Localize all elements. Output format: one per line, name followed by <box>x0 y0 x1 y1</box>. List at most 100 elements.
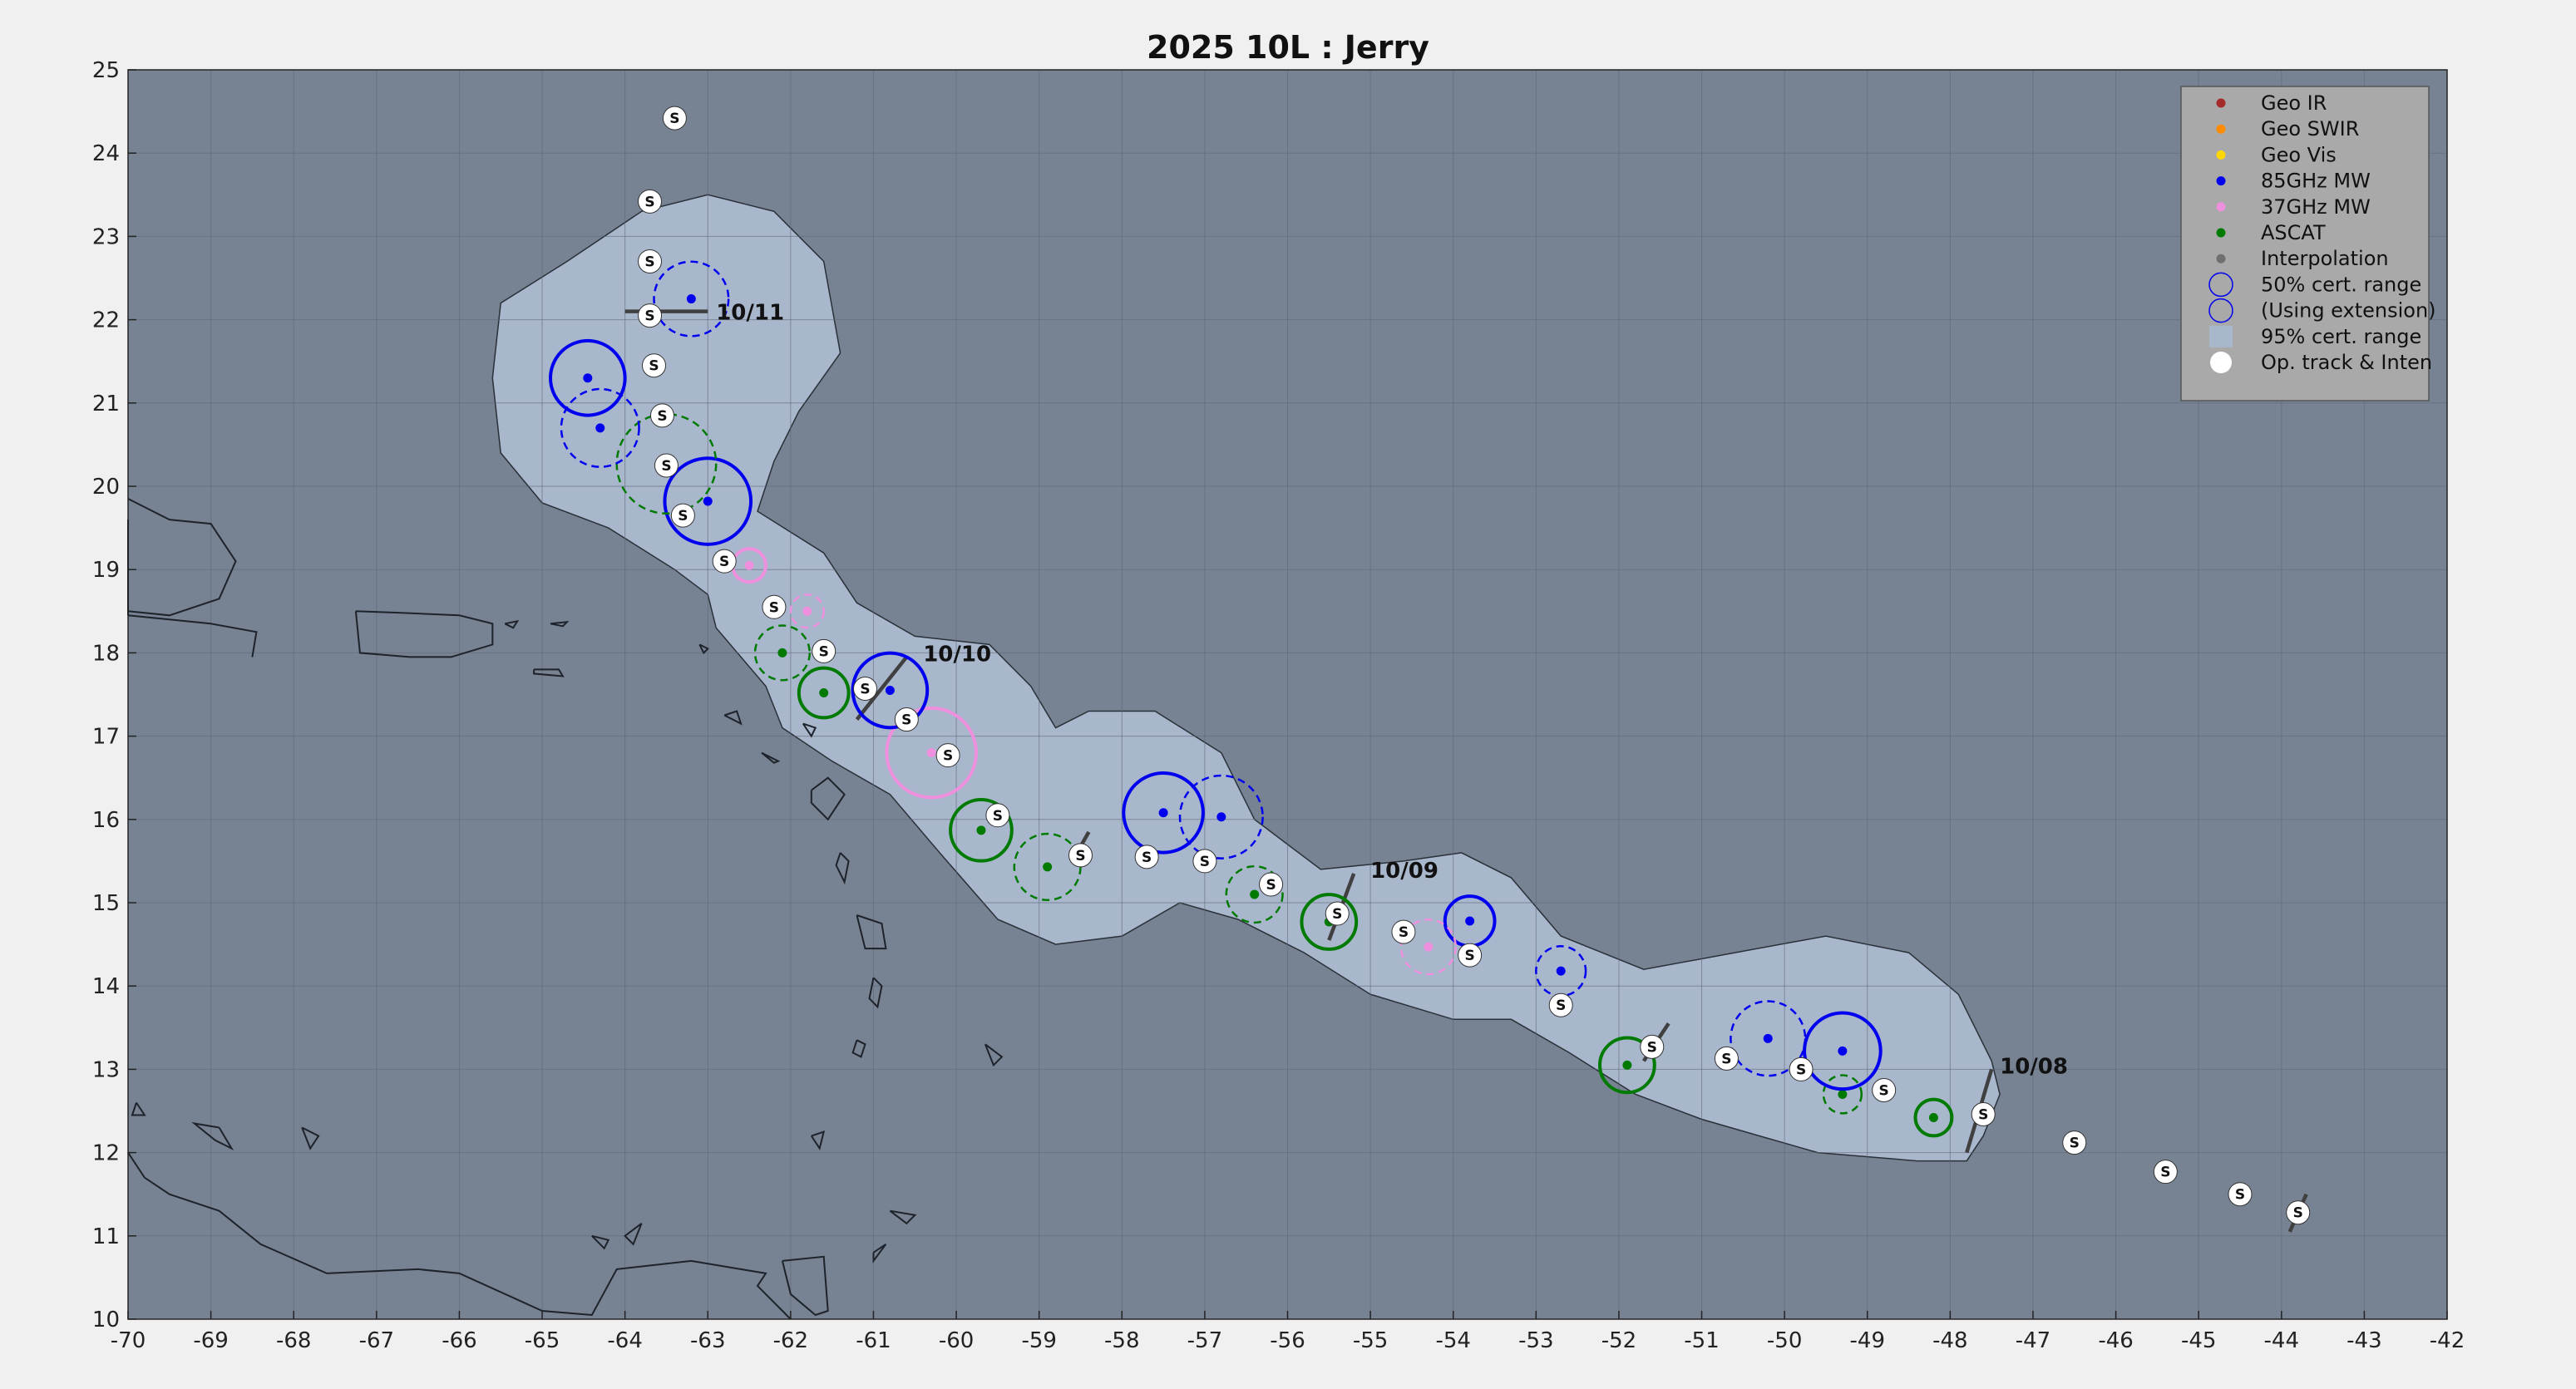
storm-symbol: S <box>2070 1135 2080 1152</box>
fix-50pct-circle <box>663 456 753 546</box>
op-track-marker: S <box>1134 845 1159 869</box>
x-tick-label: -69 <box>193 1328 228 1353</box>
y-tick-label: 14 <box>92 974 120 999</box>
op-track-marker: S <box>762 594 787 619</box>
fix-center-dot <box>583 373 593 383</box>
coastline <box>504 619 520 629</box>
x-tick-label: -50 <box>1767 1328 1802 1353</box>
op-track-marker: S <box>2153 1160 2178 1185</box>
coastline <box>624 1223 643 1246</box>
op-track-dot <box>1640 1034 1665 1059</box>
y-tick-label: 11 <box>92 1224 120 1249</box>
fix-center-dot <box>1043 862 1053 872</box>
storm-symbol: S <box>2293 1205 2303 1222</box>
chart-title: 2025 10L : Jerry <box>1147 29 1429 66</box>
storm-symbol: S <box>678 508 688 525</box>
op-track-dot <box>638 303 663 328</box>
date-label: 10/08 <box>2000 1054 2068 1079</box>
op-track-dot <box>1789 1057 1814 1081</box>
op-track-dot <box>1872 1077 1897 1102</box>
legend-symbol-circle <box>2208 272 2233 298</box>
coastline <box>802 722 817 738</box>
fix-center-dot <box>976 825 986 835</box>
fix-50pct-circle <box>885 706 978 800</box>
x-tick-label: -45 <box>2181 1328 2216 1353</box>
legend-label: Geo IR <box>2261 91 2327 115</box>
op-track-marker: S <box>1714 1046 1739 1071</box>
fix-50pct-circle-extension <box>560 387 640 468</box>
fix-50pct-circle-extension <box>753 624 812 682</box>
legend-label: 37GHz MW <box>2261 195 2371 219</box>
x-tick-label: -61 <box>856 1328 891 1353</box>
coastline <box>781 1255 829 1317</box>
storm-symbol: S <box>644 308 654 325</box>
legend-symbol-circle <box>2208 298 2233 323</box>
op-track-dot <box>853 676 878 701</box>
coastline <box>698 643 709 655</box>
op-track-marker: S <box>894 707 919 732</box>
op-track-marker: S <box>1971 1102 1996 1127</box>
storm-symbol: S <box>1465 948 1475 964</box>
y-tick-label: 18 <box>92 641 120 666</box>
fix-center-dot <box>802 606 812 616</box>
coastline <box>856 914 887 950</box>
coastlines <box>127 498 1004 1320</box>
x-tick-label: -60 <box>939 1328 974 1353</box>
storm-symbol: S <box>1142 850 1152 866</box>
legend-label: (Using extension) <box>2261 299 2436 323</box>
op-track-dot <box>935 743 960 768</box>
legend-label: Geo SWIR <box>2261 117 2359 140</box>
x-tick-label: -43 <box>2347 1328 2381 1353</box>
op-track-dot <box>1259 872 1284 897</box>
legend-symbol-dot <box>2216 254 2226 264</box>
fix-center-dot <box>926 748 936 758</box>
y-tick-label: 19 <box>92 558 120 583</box>
legend-label: 85GHz MW <box>2261 170 2371 193</box>
op-track-dot <box>712 549 737 574</box>
op-track-marker: S <box>638 189 663 214</box>
fix-center-dot <box>777 648 787 658</box>
legend-symbol-rect <box>2209 325 2233 347</box>
op-track-dot <box>2153 1160 2178 1185</box>
storm-symbol: S <box>1721 1051 1731 1067</box>
y-tick-label: 23 <box>92 224 120 249</box>
x-tick-label: -65 <box>525 1328 560 1353</box>
op-track-dot <box>2062 1130 2087 1155</box>
op-track-marker: S <box>812 638 836 663</box>
date-label: 10/10 <box>923 642 991 667</box>
x-tick-label: -59 <box>1021 1328 1056 1353</box>
fix-50pct-circle <box>1598 1036 1656 1095</box>
op-track-dot <box>670 503 695 528</box>
coastline <box>533 668 565 677</box>
fix-50pct-circle-extension <box>1225 864 1284 924</box>
y-tick-label: 16 <box>92 808 120 833</box>
coastline <box>191 1121 234 1151</box>
x-tick-label: -49 <box>1850 1328 1885 1353</box>
op-track-dot <box>1971 1102 1996 1127</box>
storm-symbol: S <box>901 712 911 729</box>
fix-center-dot <box>1250 889 1260 899</box>
coastline <box>761 751 781 764</box>
fix-center-dot <box>885 685 895 695</box>
op-track-dot <box>1192 849 1217 874</box>
op-track-marker: S <box>1325 901 1350 926</box>
legend-symbol-dot <box>2216 202 2226 212</box>
plot-border <box>127 69 2448 1320</box>
storm-symbol: S <box>943 748 953 765</box>
op-track-marker: S <box>1789 1057 1814 1081</box>
x-tick-label: -58 <box>1104 1328 1139 1353</box>
op-track-marker: S <box>1872 1077 1897 1102</box>
fix-center-dot <box>819 687 829 697</box>
op-track-marker: S <box>1259 872 1284 897</box>
fix-50pct-circle <box>1122 771 1205 855</box>
legend-symbol-dot <box>2216 228 2226 238</box>
legend-box <box>2180 86 2430 401</box>
op-track-marker: S <box>1068 843 1093 868</box>
fix-50pct-circle-extension <box>789 594 825 629</box>
op-track-marker: S <box>935 743 960 768</box>
fix-50pct-circle <box>1803 1011 1883 1091</box>
coastline <box>354 610 494 658</box>
op-track-marker: S <box>662 106 687 131</box>
coastline <box>810 776 846 821</box>
